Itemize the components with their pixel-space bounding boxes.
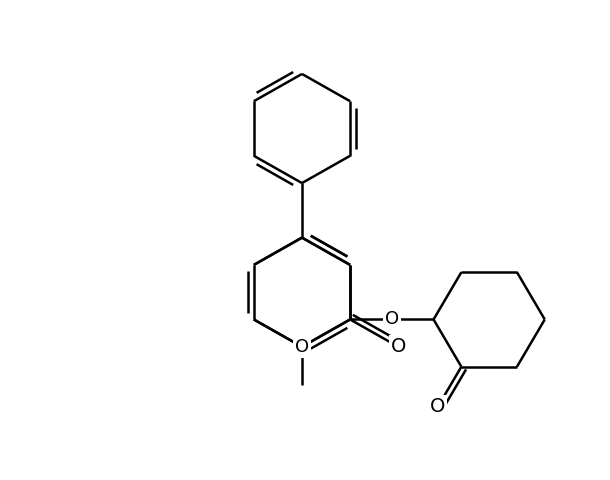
Text: O: O [390,337,406,356]
Text: O: O [430,397,445,416]
Text: O: O [295,338,309,356]
Text: O: O [385,311,399,328]
